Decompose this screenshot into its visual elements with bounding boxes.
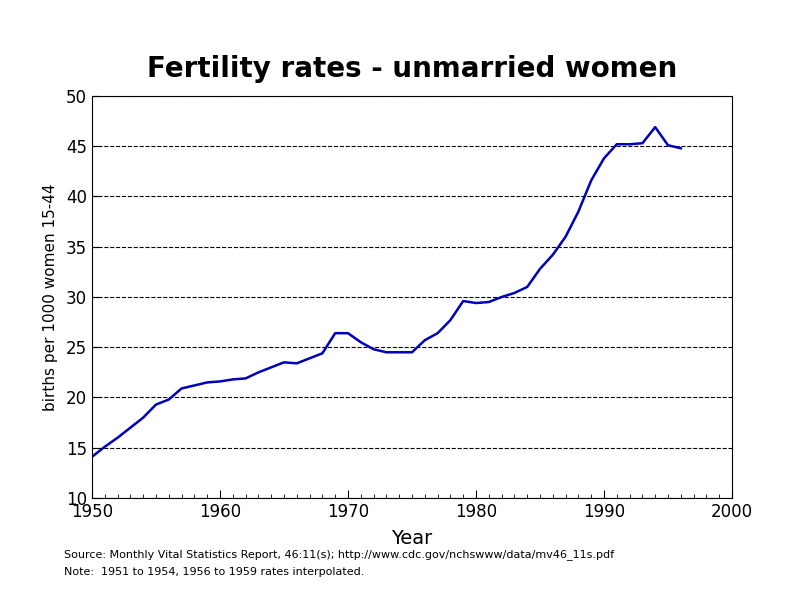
- Text: Note:  1951 to 1954, 1956 to 1959 rates interpolated.: Note: 1951 to 1954, 1956 to 1959 rates i…: [64, 567, 364, 577]
- Y-axis label: births per 1000 women 15-44: births per 1000 women 15-44: [42, 183, 58, 411]
- Title: Fertility rates - unmarried women: Fertility rates - unmarried women: [147, 55, 677, 83]
- X-axis label: Year: Year: [391, 529, 433, 548]
- Text: Source: Monthly Vital Statistics Report, 46:11(s); http://www.cdc.gov/nchswww/da: Source: Monthly Vital Statistics Report,…: [64, 549, 614, 560]
